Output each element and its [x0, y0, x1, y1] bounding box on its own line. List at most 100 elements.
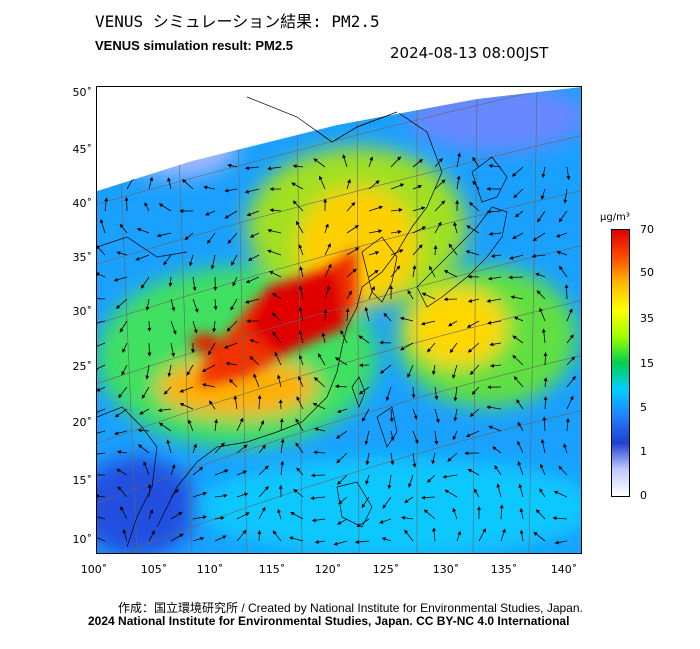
wind-vector-arrow [148, 530, 155, 542]
wind-vector-arrow [400, 342, 414, 351]
wind-vector-arrow [488, 425, 502, 432]
wind-vector-arrow [310, 473, 326, 478]
wind-vector-arrow [334, 384, 348, 389]
wind-vector-arrow [280, 460, 285, 476]
wind-vector-arrow [564, 284, 569, 300]
wind-vector-arrow [467, 298, 480, 303]
wind-vector-arrow [170, 464, 176, 476]
colorbar-label: 50 [640, 266, 654, 279]
wind-vector-arrow [267, 249, 282, 256]
wind-vector-arrow [120, 506, 128, 520]
wind-vector-arrow [313, 450, 326, 455]
wind-vector-arrow [362, 408, 370, 422]
wind-vector-arrow [434, 221, 442, 234]
wind-vector-arrow [365, 452, 370, 466]
wind-vector-arrow [144, 202, 150, 212]
wind-vector-arrow [368, 269, 379, 278]
wind-vector-arrow [224, 210, 238, 219]
wind-vector-arrow [517, 421, 524, 432]
wind-vector-arrow [412, 206, 426, 212]
wind-vector-arrow [566, 375, 576, 388]
wind-vector-arrow [229, 379, 238, 388]
wind-vector-arrow [478, 528, 486, 542]
wind-vector-arrow [473, 488, 480, 498]
wind-vector-arrow [412, 159, 424, 168]
wind-vector-arrow [236, 417, 244, 432]
wind-vector-arrow [192, 298, 199, 313]
lat-tick-label: 30˚ [72, 305, 93, 318]
wind-vector-arrow [272, 331, 282, 344]
wind-vector-arrow [368, 205, 384, 212]
wind-vector-arrow [452, 507, 458, 520]
graticule [97, 87, 581, 553]
wind-vector-arrow [192, 320, 198, 334]
wind-vector-arrow [412, 452, 417, 468]
wind-vector-arrow [279, 418, 284, 432]
wind-vector-arrow [387, 474, 392, 490]
wind-vector-arrow [227, 163, 238, 168]
wind-vector-arrow [554, 540, 568, 545]
wind-vector-arrow [122, 529, 128, 542]
wind-vector-arrow [467, 469, 480, 476]
wind-vector-arrow [412, 265, 417, 278]
wind-vector-arrow [431, 452, 436, 465]
wind-vector-arrow [442, 474, 458, 479]
wind-vector-arrow [201, 364, 216, 372]
lat-tick-label: 35˚ [72, 251, 93, 264]
wind-vector-arrow [558, 465, 568, 476]
wind-vector-arrow [337, 474, 348, 485]
wind-vector-arrow [168, 276, 173, 287]
wind-vector-arrow [342, 154, 348, 168]
wind-vector-arrow [298, 329, 304, 344]
wind-vector-arrow [137, 428, 150, 433]
wind-vector-arrow [276, 374, 282, 388]
wind-vector-arrow [192, 276, 197, 292]
wind-vector-arrow [509, 254, 524, 260]
wind-vector-arrow [192, 466, 204, 476]
wind-vector-arrow [231, 254, 238, 266]
wind-vector-arrow [488, 163, 502, 168]
wind-vector-arrow [404, 496, 414, 504]
wind-vector-arrow [267, 166, 282, 171]
forecast-timestamp: 2024-08-13 08:00JST [390, 44, 549, 62]
wind-vector-arrow [192, 515, 207, 520]
wind-vector-arrow [517, 440, 524, 454]
wind-vector-arrow [346, 178, 351, 190]
wind-vector-arrow [532, 232, 546, 242]
wind-vector-arrow [192, 536, 205, 542]
wind-vector-arrow [472, 156, 480, 168]
wind-vector-arrow [399, 316, 414, 322]
wind-vector-arrow [431, 364, 436, 376]
wind-vector-arrow [147, 483, 152, 498]
lat-tick-label: 15˚ [72, 474, 93, 487]
wind-vector-arrow [295, 442, 304, 454]
wind-vector-arrow [97, 245, 106, 256]
lon-tick-label: 140˚ [550, 563, 578, 576]
wind-vector-arrow [336, 452, 348, 464]
wind-vector-arrow [296, 467, 304, 476]
wind-vector-arrow [404, 529, 414, 542]
wind-vector-arrow [427, 342, 436, 353]
wind-vector-arrow [379, 340, 392, 345]
wind-vector-arrow [336, 408, 348, 414]
wind-vector-arrow [385, 386, 392, 402]
wind-vector-arrow [566, 308, 573, 322]
wind-vector-arrow [555, 232, 568, 238]
wind-vector-arrow [364, 306, 370, 322]
wind-vector-arrow [236, 512, 250, 520]
colorbar-label: 35 [640, 312, 654, 325]
wind-vector-arrow [97, 494, 106, 499]
wind-vector-arrow [298, 375, 304, 388]
wind-vector-arrow [136, 228, 150, 234]
wind-vector-arrow [226, 320, 238, 332]
wind-vector-arrow [510, 295, 524, 300]
wind-vector-arrow [368, 251, 380, 256]
wind-vector-arrow [472, 180, 480, 190]
wind-vector-arrow [293, 488, 304, 498]
wind-vector-arrow [512, 232, 524, 239]
wind-vector-arrow [434, 179, 446, 190]
wind-vector-arrow [137, 444, 150, 454]
wind-vector-arrow [540, 438, 546, 454]
wind-vector-arrow [407, 364, 414, 378]
wind-vector-arrow [383, 312, 392, 322]
